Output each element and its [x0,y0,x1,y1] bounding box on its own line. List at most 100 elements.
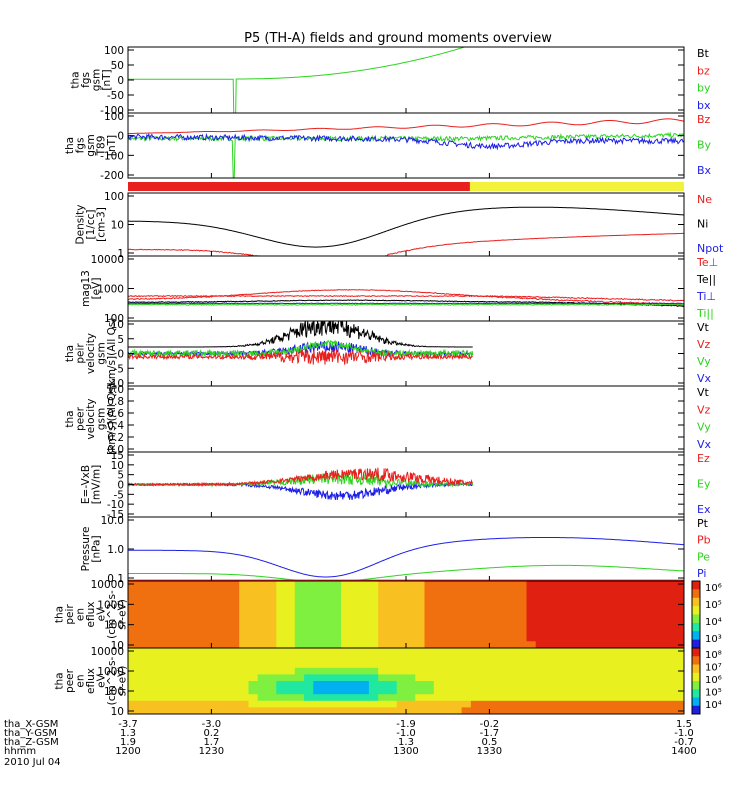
spec-cell [582,661,592,669]
spec-cell [257,627,268,636]
spec-cell [267,667,277,675]
spec-cell [146,601,157,609]
spec-cell [609,681,620,689]
spec-cell [137,634,148,642]
spec-cell [276,654,287,662]
colorbar-label: 10⁵ [705,688,722,699]
spec-cell [267,654,277,662]
spec-cell [452,627,463,636]
spec-cell [146,634,157,642]
panel-density: 100 10 1 Density[1/cc][cm-3] Ne Ni Npot [75,191,724,260]
spec-cell [192,667,203,675]
spec-cell [322,641,333,649]
spec-cell [665,581,676,589]
spec-cell [202,648,212,656]
spec-cell [378,687,388,695]
spec-cell [257,641,268,649]
spec-cell [183,614,194,622]
spec-cell [368,621,379,629]
spec-cell [211,601,222,609]
spec-cell [600,634,611,642]
spec-cell [313,601,324,609]
spec-cell [165,594,175,602]
spec-cell [155,681,166,689]
spec-cell [535,667,546,675]
spec-cell [619,661,629,669]
x-row-value: -1.0 [396,728,416,739]
spec-cell [257,674,268,682]
spec-cell [229,601,240,609]
legend-by: by [697,82,711,95]
spec-cell [582,634,592,642]
legend-Pb: Pb [697,534,711,547]
spec-cell [276,641,287,649]
spec-cell [285,687,296,695]
spec-cell [294,667,305,675]
y-tick-label: 100 [104,620,124,632]
spec-cell [609,674,620,682]
spec-cell [452,667,463,675]
spec-cell [600,621,611,629]
spec-cell [545,654,555,662]
spec-cell [517,601,527,609]
spec-cell [526,674,537,682]
spec-cell [480,641,490,649]
spec-cell [424,674,435,682]
spec-cell [359,594,370,602]
spec-cell [665,641,676,649]
spec-cell [535,641,546,649]
spec-cell [294,654,305,662]
spec-cell [646,601,657,609]
spec-cell [183,681,194,689]
spec-cell [545,614,555,622]
y-tick-label: 100 [104,313,124,325]
colorbar-swatch [692,672,700,682]
spec-cell [498,661,509,669]
spec-cell [359,607,370,615]
spec-cell [470,661,481,669]
spec-cell [582,641,592,649]
spec-cell [192,581,203,589]
spec-cell [276,700,287,708]
spec-cell [359,707,370,715]
colorbar-swatch [692,606,700,615]
spec-cell [220,654,231,662]
spec-cell [322,687,333,695]
spec-cell [637,681,648,689]
spec-cell [128,607,138,615]
spec-cell [572,614,583,622]
spec-cell [656,594,666,602]
spec-cell [637,594,648,602]
spec-cell [387,648,398,656]
spec-cell [387,667,398,675]
spec-cell [174,648,185,656]
spec-cell [368,641,379,649]
spec-cell [591,648,602,656]
spec-cell [526,681,537,689]
spec-cell [656,707,666,715]
spec-cell [350,674,361,682]
spec-cell [600,674,611,682]
spec-cell [322,654,333,662]
spec-cell [331,594,342,602]
spec-cell [257,634,268,642]
legend-Te⊥: Te⊥ [696,256,718,269]
spec-cell [461,674,472,682]
spec-cell [424,607,435,615]
spec-cell [183,581,194,589]
spec-cell [619,674,629,682]
spec-cell [165,601,175,609]
spec-cell [572,707,583,715]
spec-cell [619,700,629,708]
spec-cell [674,614,685,622]
spec-cell [452,687,463,695]
spectrogram-cells [128,581,685,649]
spec-cell [600,661,611,669]
spec-cell [350,654,361,662]
spec-cell [628,614,639,622]
spec-cell [331,614,342,622]
spec-cell [378,634,388,642]
spec-cell [470,667,481,675]
spec-cell [563,707,574,715]
x-row-value: 1330 [477,746,502,757]
